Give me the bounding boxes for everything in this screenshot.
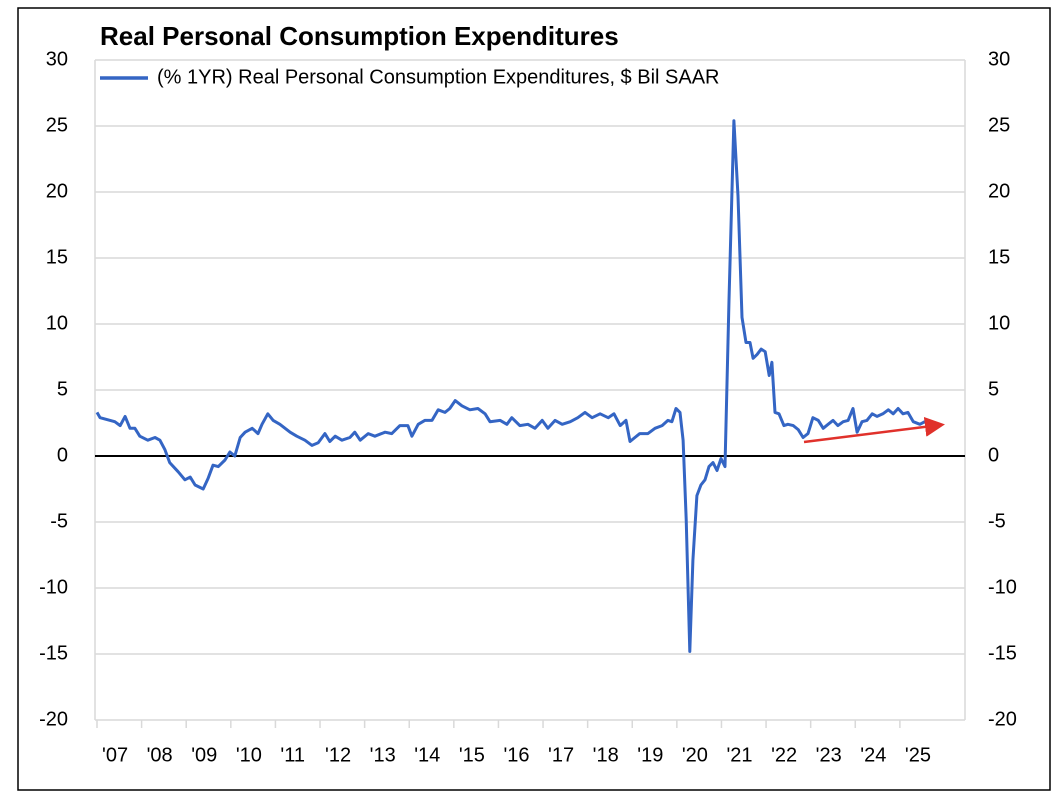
- x-tick-label: '21: [726, 744, 752, 766]
- x-tick-label: '14: [414, 744, 440, 766]
- y2-tick-label: 10: [988, 312, 1010, 334]
- y2-tick-label: 30: [988, 48, 1010, 70]
- y2-tick-label: -15: [988, 642, 1017, 664]
- y-tick-label: -20: [39, 708, 68, 730]
- x-tick-label: '16: [503, 744, 529, 766]
- x-tick-label: '24: [860, 744, 886, 766]
- y2-tick-label: 25: [988, 114, 1010, 136]
- y-tick-label: -15: [39, 642, 68, 664]
- data-line: [95, 119, 928, 653]
- x-tick-label: '15: [459, 744, 485, 766]
- trend-arrow: [803, 416, 945, 444]
- x-tick-label: '22: [771, 744, 797, 766]
- y-tick-label: 10: [46, 312, 68, 334]
- legend-label: (% 1YR) Real Personal Consumption Expend…: [157, 66, 719, 88]
- x-tick-label: '12: [325, 744, 351, 766]
- x-tick-label: '10: [236, 744, 262, 766]
- y2-tick-label: 20: [988, 180, 1010, 202]
- outer-frame: [17, 7, 1051, 791]
- y-tick-label: 30: [46, 48, 68, 70]
- y-tick-label: 15: [46, 246, 68, 268]
- x-tick-label: '19: [637, 744, 663, 766]
- y2-tick-label: 5: [988, 378, 999, 400]
- x-tick-label: '07: [102, 744, 128, 766]
- x-tick-label: '17: [548, 744, 574, 766]
- y2-tick-label: -10: [988, 576, 1017, 598]
- y2-tick-label: -5: [988, 510, 1006, 532]
- y2-tick-label: -20: [988, 708, 1017, 730]
- x-tick-label: '20: [682, 744, 708, 766]
- x-tick-label: '11: [280, 744, 305, 766]
- x-tick-label: '23: [816, 744, 842, 766]
- x-tick-label: '08: [147, 744, 173, 766]
- y2-tick-label: 15: [988, 246, 1010, 268]
- y2-tick-label: 0: [988, 444, 999, 466]
- x-tick-label: '09: [191, 744, 217, 766]
- x-tick-label: '25: [905, 744, 931, 766]
- y-tick-label: 0: [57, 444, 68, 466]
- y-tick-label: -5: [50, 510, 68, 532]
- x-tick-label: '18: [593, 744, 619, 766]
- y-tick-label: 25: [46, 114, 68, 136]
- x-tick-label: '13: [370, 744, 396, 766]
- chart-title: Real Personal Consumption Expenditures: [100, 21, 619, 51]
- y-tick-label: 20: [46, 180, 68, 202]
- y-tick-label: -10: [39, 576, 68, 598]
- y-tick-label: 5: [57, 378, 68, 400]
